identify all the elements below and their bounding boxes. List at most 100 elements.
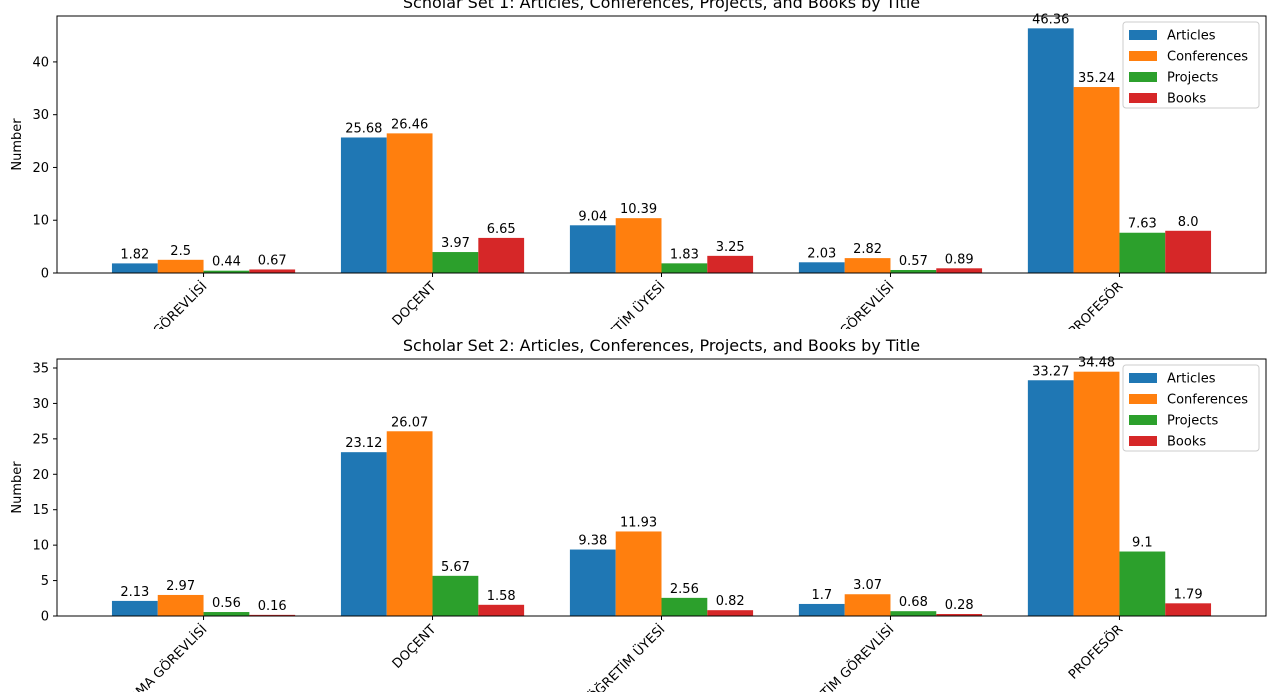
y-tick-label: 5 bbox=[41, 574, 49, 589]
y-tick-label: 10 bbox=[32, 539, 49, 554]
value-label: 0.56 bbox=[212, 596, 241, 611]
value-label: 5.67 bbox=[441, 560, 470, 575]
bar bbox=[1073, 371, 1120, 616]
bar bbox=[890, 269, 937, 273]
bar bbox=[1027, 28, 1074, 274]
bar bbox=[844, 594, 891, 616]
legend-label: Books bbox=[1167, 435, 1206, 450]
value-label: 10.39 bbox=[620, 202, 657, 217]
bar bbox=[249, 269, 296, 273]
legend-swatch bbox=[1129, 436, 1157, 446]
y-tick-label: 20 bbox=[32, 468, 49, 483]
value-label: 2.03 bbox=[807, 246, 836, 261]
bar bbox=[203, 612, 250, 616]
value-label: 2.97 bbox=[166, 579, 195, 594]
bar bbox=[615, 531, 662, 616]
bar bbox=[798, 262, 845, 273]
legend-swatch bbox=[1129, 30, 1157, 40]
legend-label: Conferences bbox=[1167, 50, 1248, 65]
legend-swatch bbox=[1129, 51, 1157, 61]
value-label: 6.65 bbox=[487, 222, 516, 237]
bar bbox=[386, 133, 433, 273]
value-label: 8.0 bbox=[1178, 215, 1199, 230]
bar bbox=[478, 237, 525, 273]
y-tick-label: 35 bbox=[32, 361, 49, 376]
value-label: 23.12 bbox=[345, 436, 382, 451]
legend-swatch bbox=[1129, 72, 1157, 82]
value-label: 25.68 bbox=[345, 121, 382, 136]
y-tick-label: 10 bbox=[32, 214, 49, 229]
legend-label: Articles bbox=[1167, 29, 1216, 44]
y-tick-label: 0 bbox=[41, 610, 49, 625]
value-label: 33.27 bbox=[1032, 364, 1069, 379]
axes-frame bbox=[56, 15, 1267, 274]
value-label: 1.7 bbox=[811, 588, 832, 603]
bar bbox=[569, 225, 616, 273]
legend-label: Conferences bbox=[1167, 393, 1248, 408]
value-label: 0.67 bbox=[258, 253, 287, 268]
value-label: 26.07 bbox=[391, 415, 428, 430]
bar bbox=[1027, 380, 1074, 616]
bar bbox=[661, 263, 708, 273]
value-label: 1.82 bbox=[120, 247, 149, 262]
legend-label: Projects bbox=[1167, 414, 1218, 429]
value-label: 3.97 bbox=[441, 236, 470, 251]
value-label: 0.68 bbox=[899, 595, 928, 610]
y-tick-label: 15 bbox=[32, 503, 49, 518]
bar bbox=[844, 258, 891, 273]
value-label: 9.38 bbox=[578, 534, 607, 549]
y-tick-label: 30 bbox=[32, 397, 49, 412]
value-label: 11.93 bbox=[620, 515, 657, 530]
value-label: 0.16 bbox=[258, 599, 287, 614]
bar bbox=[203, 270, 250, 273]
value-label: 2.56 bbox=[670, 582, 699, 597]
bar bbox=[890, 611, 937, 616]
value-label: 46.36 bbox=[1032, 12, 1069, 27]
bar bbox=[661, 597, 708, 616]
value-label: 0.57 bbox=[899, 254, 928, 269]
value-label: 1.83 bbox=[670, 247, 699, 262]
value-label: 9.04 bbox=[578, 209, 607, 224]
bar bbox=[249, 614, 296, 616]
bar bbox=[1073, 87, 1120, 273]
value-label: 0.89 bbox=[945, 252, 974, 267]
value-label: 7.63 bbox=[1128, 217, 1157, 232]
legend-box bbox=[1122, 21, 1260, 109]
legend-label: Articles bbox=[1167, 372, 1216, 387]
y-axis-label: Number bbox=[10, 118, 25, 171]
bar bbox=[386, 431, 433, 616]
legend-label: Books bbox=[1167, 92, 1206, 107]
value-label: 3.07 bbox=[853, 578, 882, 593]
value-label: 3.25 bbox=[716, 240, 745, 255]
bar bbox=[1119, 232, 1166, 273]
bar bbox=[157, 594, 204, 616]
bar bbox=[1119, 551, 1166, 616]
legend-swatch bbox=[1129, 93, 1157, 103]
value-label: 0.44 bbox=[212, 255, 241, 270]
bar bbox=[1165, 603, 1212, 616]
bar bbox=[569, 549, 616, 616]
value-label: 2.5 bbox=[170, 244, 191, 259]
chart-title: Scholar Set 2: Articles, Conferences, Pr… bbox=[403, 336, 920, 355]
value-label: 1.79 bbox=[1174, 587, 1203, 602]
y-tick-label: 25 bbox=[32, 432, 49, 447]
bar bbox=[157, 259, 204, 273]
value-label: 2.82 bbox=[853, 242, 882, 257]
value-label: 0.82 bbox=[716, 594, 745, 609]
bar bbox=[111, 263, 158, 273]
legend-swatch bbox=[1129, 415, 1157, 425]
value-label: 0.28 bbox=[945, 598, 974, 613]
value-label: 1.58 bbox=[487, 589, 516, 604]
y-tick-label: 40 bbox=[32, 55, 49, 70]
value-label: 9.1 bbox=[1132, 536, 1153, 551]
legend-box bbox=[1122, 364, 1260, 452]
value-label: 26.46 bbox=[391, 117, 428, 132]
bar bbox=[936, 614, 983, 616]
y-tick-label: 20 bbox=[32, 161, 49, 176]
bar bbox=[432, 575, 479, 616]
value-label: 35.24 bbox=[1078, 71, 1115, 86]
bar bbox=[615, 218, 662, 273]
legend-swatch bbox=[1129, 394, 1157, 404]
y-tick-label: 30 bbox=[32, 108, 49, 123]
